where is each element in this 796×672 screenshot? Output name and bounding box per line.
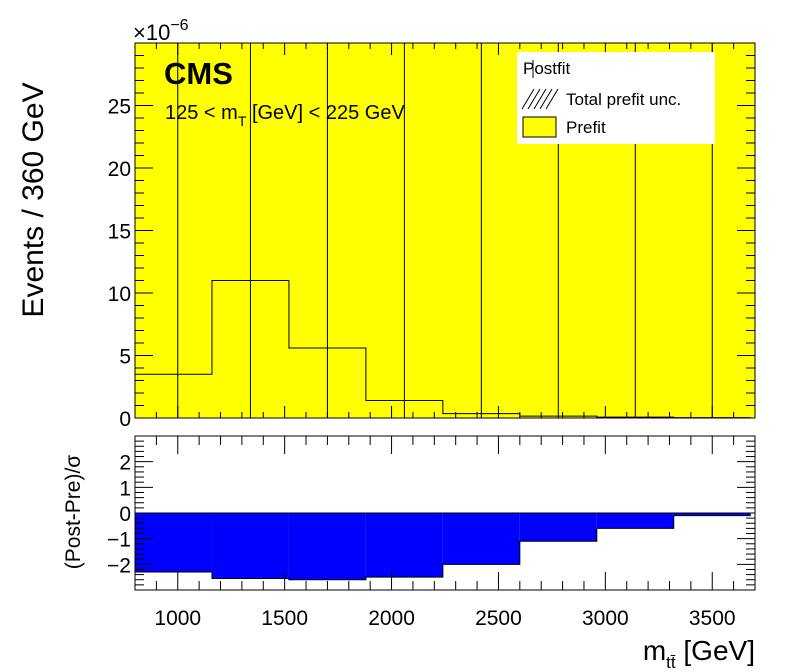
ratio-bar-3 [365, 513, 443, 578]
ratio-y-tick-label--1: −1 [107, 529, 131, 552]
upper-y-axis-title: Events / 360 GeV [17, 82, 50, 317]
ratio-outline [135, 515, 751, 581]
ratio-bar-4 [442, 513, 520, 565]
ratio-y-axis-title: (Post-Pre)/σ [62, 455, 85, 570]
ratio-bar-5 [519, 513, 597, 542]
x-tick-label-2500: 2500 [475, 607, 522, 630]
legend-entry-postfit: Postfit [523, 59, 571, 78]
legend: Postfit Total prefit unc. Prefit [517, 52, 715, 144]
legend-label-postfit: Postfit [523, 59, 571, 78]
upper-panel: 0 5 10 15 20 25 [108, 42, 756, 431]
ratio-bar-0 [135, 513, 212, 573]
legend-swatch-prefit [522, 116, 557, 138]
legend-label-prefit-unc: Total prefit unc. [566, 90, 681, 109]
upper-y-tick-label-0: 0 [119, 408, 131, 431]
upper-y-tick-label-5: 5 [119, 346, 131, 369]
legend-label-prefit: Prefit [566, 118, 606, 137]
upper-y-tick-label-10: 10 [108, 283, 131, 306]
y-exponent: ×10−6 [133, 17, 189, 45]
upper-y-tick-label-25: 25 [108, 96, 131, 119]
legend-entry-prefit: Prefit [522, 116, 606, 138]
ratio-y-tick-label--2: −2 [107, 554, 131, 577]
cms-label: CMS [164, 56, 233, 91]
ratio-bar-1 [211, 513, 289, 579]
postfit-histogram-line [135, 280, 751, 419]
x-tick-label-1500: 1500 [261, 607, 308, 630]
upper-y-tick-label-20: 20 [108, 158, 131, 181]
x-axis-title: mtt̄ [GeV] [643, 635, 755, 672]
upper-y-tick-label-15: 15 [108, 221, 131, 244]
ratio-panel: −2−1 0 12 1000 1500 2000 2500 3000 3500 [107, 435, 756, 630]
legend-entry-prefit-unc: Total prefit unc. [521, 88, 681, 110]
legend-hatch-swatch [521, 88, 559, 110]
ratio-y-tick-label-1: 1 [119, 477, 131, 500]
ratio-bar-2 [288, 513, 366, 580]
x-tick-label-2000: 2000 [368, 607, 415, 630]
region-annotation: 125 < mT [GeV] < 225 GeV [165, 102, 405, 129]
ratio-bar-6 [596, 513, 674, 529]
x-tick-label-3000: 3000 [582, 607, 629, 630]
x-tick-label-1000: 1000 [154, 607, 201, 630]
x-tick-label-3500: 3500 [689, 607, 736, 630]
ratio-y-tick-label-0: 0 [119, 503, 131, 526]
ratio-bar-7 [673, 513, 751, 516]
ratio-y-tick-label-2: 2 [119, 452, 131, 475]
